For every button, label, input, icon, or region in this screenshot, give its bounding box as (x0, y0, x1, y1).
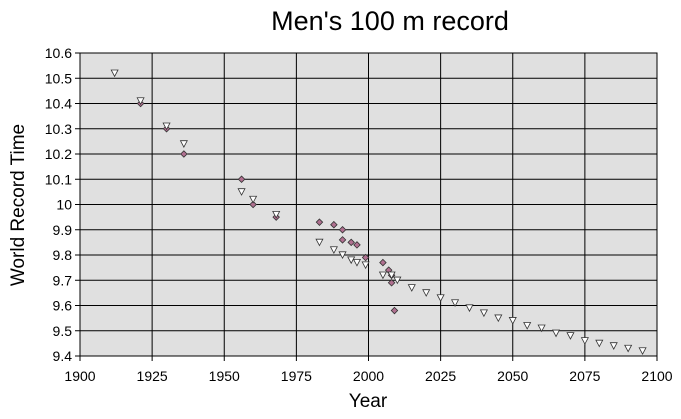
x-tick-label: 1900 (64, 368, 95, 384)
triangle-marker (136, 97, 145, 106)
triangle-marker (566, 332, 575, 340)
y-axis-label: World Record Time (8, 124, 29, 286)
y-tick-label: 9.9 (53, 222, 73, 238)
chart-title: Men's 100 m record (271, 6, 509, 36)
triangle-marker (110, 69, 119, 78)
y-tick-label: 10.3 (45, 121, 72, 137)
triangle-marker (595, 339, 604, 348)
y-tick-label: 10.5 (45, 70, 72, 86)
diamond-marker (237, 175, 246, 184)
triangle-marker (580, 337, 589, 345)
x-tick-label: 1925 (137, 368, 168, 384)
y-tick-label: 10 (56, 197, 72, 213)
triangle-marker (347, 256, 356, 265)
diamond-marker (180, 150, 188, 158)
diamond-marker (338, 236, 347, 244)
triangle-marker (494, 314, 503, 323)
y-tick-label: 10.2 (45, 146, 72, 162)
y-tick-label: 9.6 (53, 298, 73, 314)
diamond-marker (338, 225, 347, 234)
triangle-marker (450, 299, 460, 308)
triangle-marker (523, 322, 532, 330)
triangle-marker (272, 210, 281, 219)
triangle-marker (378, 271, 387, 280)
triangle-marker (352, 258, 362, 267)
diamond-marker (387, 279, 396, 287)
triangle-marker (237, 188, 246, 196)
x-tick-label: 2050 (497, 368, 528, 384)
triangle-marker (179, 140, 188, 148)
x-tick-label: 1950 (209, 368, 240, 384)
y-tick-label: 9.5 (53, 323, 73, 339)
x-axis-ticks: 1900 1925 1950 1975 2000 2025 2050 2075 2100 (64, 356, 673, 384)
triangle-marker (315, 238, 324, 247)
y-tick-label: 9.8 (53, 247, 73, 263)
triangle-marker (551, 329, 561, 338)
triangle-marker (393, 276, 402, 285)
diamond-marker (390, 306, 399, 315)
x-tick-label: 2000 (353, 368, 384, 384)
triangle-marker (537, 324, 546, 333)
data-markers (110, 69, 647, 356)
y-tick-label: 9.4 (53, 348, 73, 364)
y-tick-label: 9.7 (53, 272, 73, 288)
triangle-marker (436, 294, 445, 302)
triangle-marker (407, 284, 416, 292)
triangle-marker (479, 309, 488, 318)
triangle-marker (465, 304, 474, 313)
triangle-marker (609, 342, 618, 350)
diamond-marker (353, 241, 361, 249)
triangle-marker (508, 317, 517, 325)
x-tick-label: 2025 (425, 368, 456, 384)
y-tick-label: 10.6 (45, 45, 72, 61)
diamond-marker (347, 238, 355, 247)
triangle-marker (162, 122, 171, 131)
x-axis-label: Year (349, 391, 388, 412)
triangle-marker (624, 344, 633, 353)
diamond-marker (361, 253, 370, 262)
triangle-marker (249, 195, 258, 204)
y-axis-ticks: 9.4 9.5 9.6 9.7 9.8 9.9 10 10.1 10.2 10.3 10.4 10.5… (45, 45, 80, 364)
triangle-marker (361, 261, 370, 270)
diamond-marker (330, 220, 338, 229)
y-tick-label: 10.4 (45, 96, 72, 112)
triangle-marker (329, 246, 338, 255)
x-tick-label: 2100 (641, 368, 672, 384)
y-tick-label: 10.1 (45, 171, 72, 187)
diamond-marker (379, 258, 387, 267)
diamond-marker (249, 200, 257, 209)
triangle-marker (387, 271, 396, 280)
triangle-marker (338, 251, 347, 260)
x-tick-label: 2075 (569, 368, 600, 384)
triangle-marker (638, 347, 647, 356)
triangle-marker (422, 289, 431, 297)
x-tick-label: 1975 (281, 368, 312, 384)
diamond-marker (315, 218, 324, 226)
